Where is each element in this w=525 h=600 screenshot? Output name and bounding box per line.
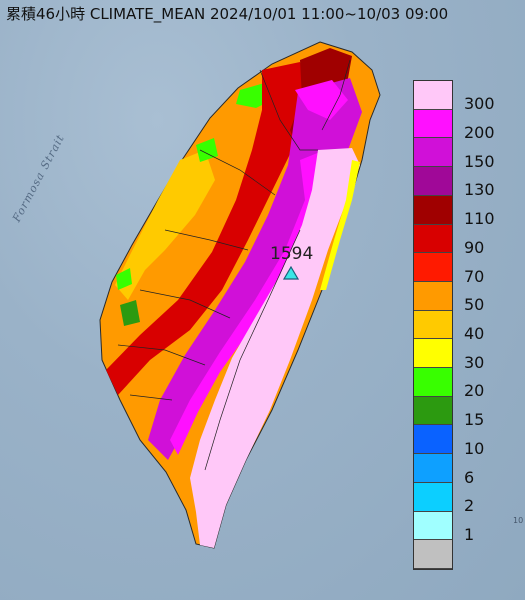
legend-swatch	[414, 482, 452, 512]
zone-magenta	[295, 80, 348, 120]
legend-swatch	[414, 425, 452, 455]
legend-label: 150	[464, 151, 495, 171]
legend-label: 110	[464, 209, 495, 229]
legend-label: 10	[464, 438, 485, 458]
legend-label: 90	[464, 237, 485, 257]
map-title: 累積46小時 CLIMATE_MEAN 2024/10/01 11:00~10/…	[6, 5, 449, 23]
zone-green-west	[120, 300, 140, 326]
legend-swatch	[414, 195, 452, 225]
zone-yellow-east	[320, 160, 360, 290]
legend-swatch	[414, 224, 452, 254]
legend-swatch	[414, 396, 452, 426]
legend-swatch	[414, 109, 452, 139]
legend-swatch	[414, 138, 452, 168]
zone-red	[106, 62, 315, 395]
legend-swatch	[414, 368, 452, 397]
max-station-value: 1594	[270, 244, 314, 264]
zone-yellow-west	[115, 150, 215, 300]
legend-swatch	[414, 511, 452, 541]
legend-label: 300	[464, 94, 495, 114]
legend-swatch	[414, 167, 452, 196]
legend-label: 40	[464, 324, 485, 343]
legend-swatch	[414, 81, 452, 110]
legend-label: 2	[464, 496, 475, 516]
legend-label: 15	[464, 410, 485, 430]
corner-text: 10	[513, 516, 524, 525]
max-station-triangle-icon	[283, 266, 299, 280]
color-legend	[413, 80, 453, 570]
zone-magenta-central	[170, 150, 335, 455]
county-boundaries	[117, 59, 351, 471]
legend-label: 1	[464, 524, 475, 544]
legend-label: 50	[464, 295, 485, 315]
legend-label: 200	[464, 123, 495, 143]
legend-label: 70	[464, 266, 485, 286]
legend-label: 130	[464, 180, 495, 200]
legend-swatch	[414, 540, 452, 569]
legend-label: 30	[464, 352, 485, 372]
zone-green-west2	[116, 268, 132, 290]
legend-swatch	[414, 253, 452, 282]
legend-label: 20	[464, 381, 485, 401]
zone-pink	[190, 148, 360, 548]
legend-swatch	[414, 454, 452, 483]
legend-swatch	[414, 281, 452, 311]
legend-label: 6	[464, 467, 475, 487]
legend-swatch	[414, 339, 452, 369]
legend-swatch	[414, 310, 452, 340]
